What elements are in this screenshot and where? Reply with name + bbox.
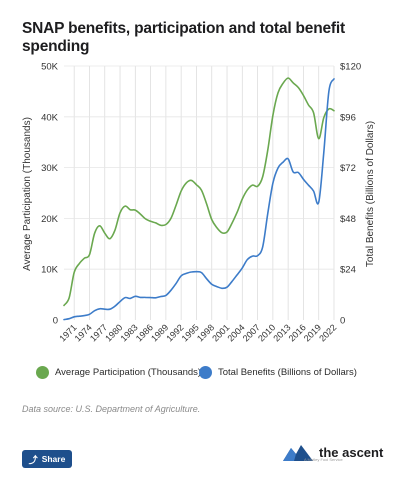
left-tick-label: 40K	[41, 112, 59, 123]
left-tick-label: 20K	[41, 214, 59, 225]
brand-logo: the ascent A Motley Fool Service	[282, 442, 383, 462]
right-tick-label: $48	[340, 214, 356, 225]
share-icon: ⤴	[28, 454, 38, 465]
right-tick-label: $120	[340, 62, 361, 73]
right-axis-label: Total Benefits (Billions of Dollars)	[365, 121, 376, 267]
benefits-series-line	[63, 78, 335, 321]
chart-legend: Average Participation (Thousands) Total …	[36, 366, 396, 384]
chart-title: SNAP benefits, participation and total b…	[22, 20, 345, 55]
right-tick-label: $96	[340, 112, 356, 123]
data-source-note: Data source: U.S. Department of Agricult…	[22, 404, 201, 414]
left-axis-label: Average Participation (Thousands)	[22, 117, 33, 271]
legend-label-benefits: Total Benefits (Billions of Dollars)	[218, 367, 357, 378]
share-button[interactable]: ⤴ Share	[22, 450, 72, 468]
series-lines	[63, 77, 335, 321]
right-tick-label: 0	[340, 316, 345, 327]
ascent-logo-icon	[283, 445, 313, 461]
right-axis-ticks: 0 $24 $48 $72 $96 $120	[340, 62, 361, 327]
share-label: Share	[41, 454, 66, 464]
left-axis-ticks: 0 10K 20K 30K 40K 50K	[41, 62, 59, 327]
participation-series-line	[63, 77, 335, 307]
right-tick-label: $24	[340, 265, 356, 276]
benefits-legend-dot	[199, 366, 212, 379]
left-tick-label: 50K	[41, 62, 59, 73]
left-tick-label: 0	[53, 316, 58, 327]
participation-legend-dot	[36, 366, 49, 379]
x-axis-ticks: 1971197419771980198319861989199219951998…	[57, 322, 338, 343]
left-tick-label: 30K	[41, 163, 59, 174]
legend-item-benefits: Total Benefits (Billions of Dollars)	[199, 366, 357, 379]
grid-lines	[64, 65, 335, 320]
legend-item-participation: Average Participation (Thousands)	[36, 366, 201, 379]
brand-tagline: A Motley Fool Service	[304, 457, 343, 462]
left-tick-label: 10K	[41, 265, 59, 276]
right-tick-label: $72	[340, 163, 356, 174]
brand-name: the ascent	[319, 444, 384, 460]
x-tick-label: 2022	[317, 322, 338, 343]
legend-label-participation: Average Participation (Thousands)	[55, 367, 202, 378]
